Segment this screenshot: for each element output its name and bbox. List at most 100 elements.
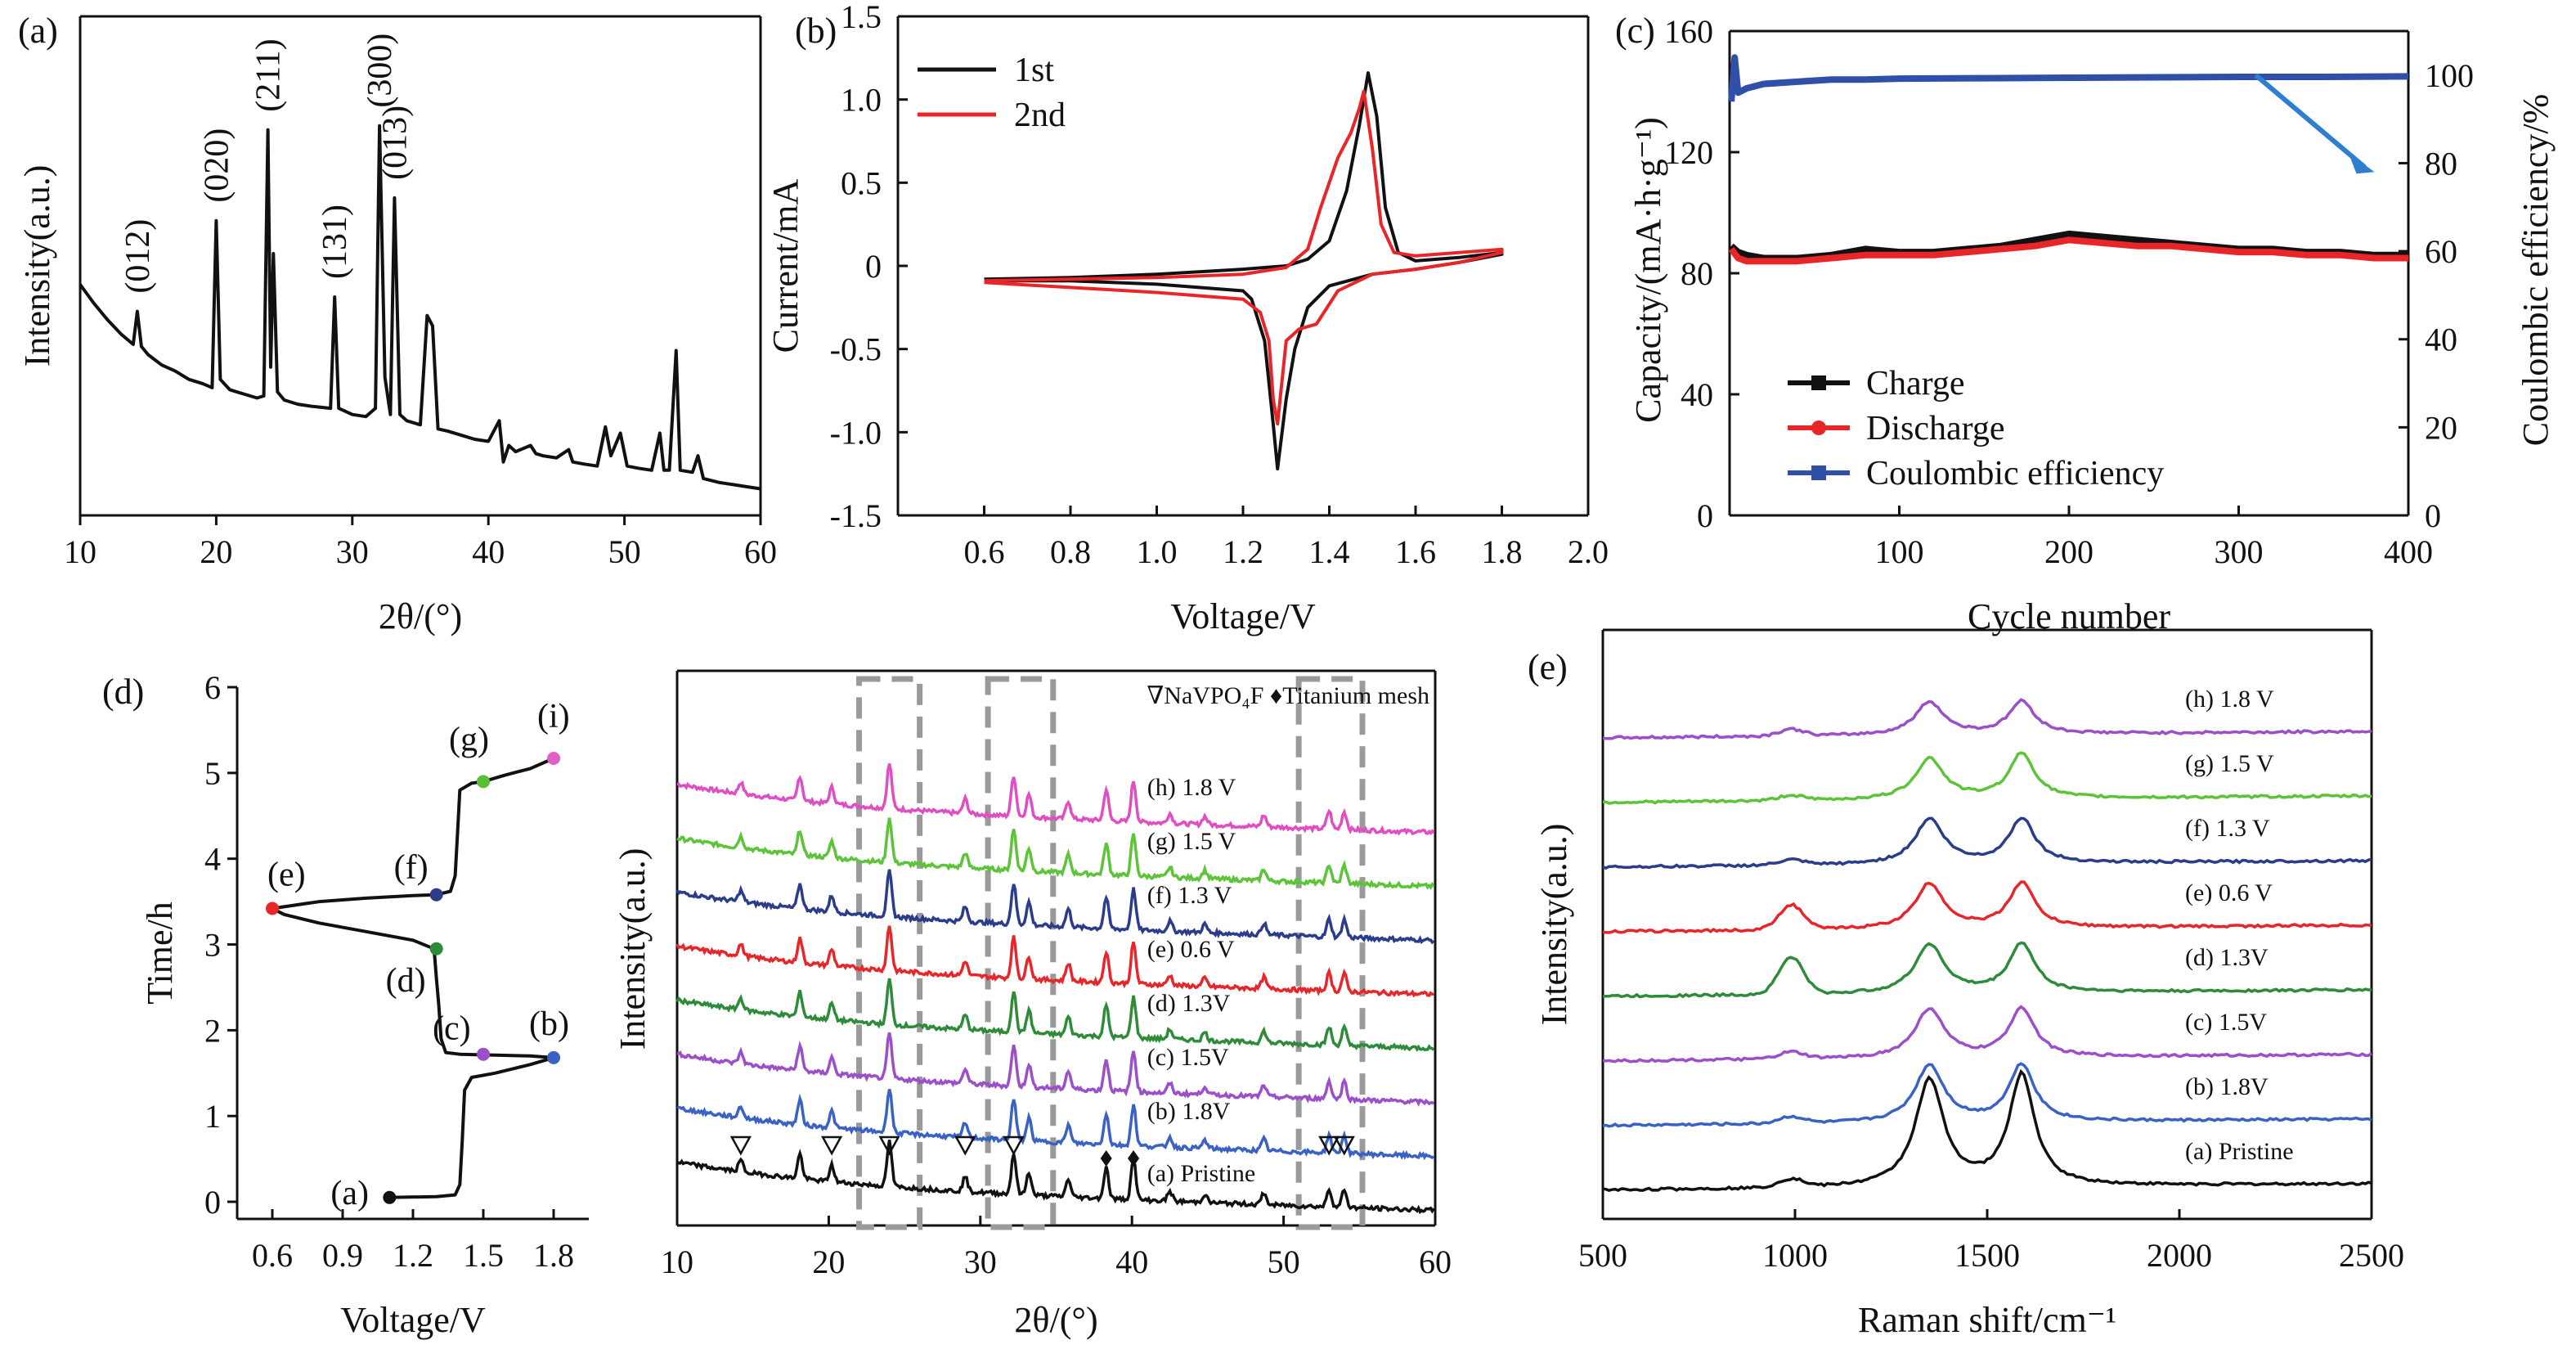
panel-d-point [477, 1047, 490, 1061]
panel-d-xlabel: Voltage/V [340, 1300, 486, 1340]
panel-d2-series-label: (g) 1.5 V [1147, 828, 1236, 855]
panel-e-series-label: (b) 1.8V [2185, 1073, 2269, 1100]
panel-c-right-ytick-label: 100 [2425, 57, 2474, 94]
panel-d2-series [676, 817, 1435, 890]
panel-d2-xtick-label: 20 [812, 1243, 845, 1280]
panel-d-ytick-label: 3 [204, 927, 221, 964]
panel-c-arrow [2254, 73, 2367, 169]
panel-e-series [1602, 698, 2372, 740]
panel-c-ylabel: Capacity/(mA·h·g⁻¹) [1628, 117, 1668, 423]
panel-d-point-label: (f) [394, 849, 429, 887]
panel-e-series [1603, 880, 2372, 934]
panel-c-arrow-head [2348, 152, 2375, 174]
panel-d-xtick-label: 0.9 [322, 1237, 363, 1274]
panel-c-xtick-label: 300 [2215, 533, 2264, 570]
panel-a-peak-label: (013) [376, 106, 414, 180]
panel-b-xtick-label: 1.2 [1223, 533, 1263, 570]
panel-b-ylabel: Current/mA [765, 178, 806, 353]
panel-d-point [477, 775, 490, 789]
panel-a-xtick-label: 50 [608, 533, 641, 570]
panel-d-label: (d) [102, 672, 144, 712]
panel-d2-highlight-box [855, 676, 923, 1230]
panel-e-series [1602, 816, 2372, 870]
panel-d2-series-label: (a) Pristine [1147, 1160, 1255, 1187]
panel-c-right-ytick-label: 0 [2425, 497, 2441, 534]
panel-d2-diamond-marker [1100, 1150, 1112, 1167]
panel-d2-xtick-label: 60 [1419, 1243, 1452, 1280]
panel-c-ytick-label: 40 [1681, 376, 1713, 413]
panel-d2-ylabel: Intensity(a.u.) [613, 848, 653, 1050]
panel-b-ytick-label: 0.5 [841, 164, 882, 201]
panel-a: 10 20 30 40 50 60 (a) 2θ/(°) Intensity(a.u.) (012… [17, 11, 777, 636]
panel-d2-series [675, 978, 1435, 1052]
panel-b-ytick-label: 0 [865, 248, 882, 285]
panel-e-series [1602, 1005, 2372, 1063]
panel-c-label: (c) [1615, 11, 1655, 51]
panel-d-point [547, 1050, 560, 1064]
panel-d2-highlight-box [985, 676, 1057, 1230]
panel-a-xlabel: 2θ/(°) [379, 596, 462, 636]
panel-a-ylabel: Intensity(a.u.) [17, 165, 57, 367]
panel-c-legend-label: Charge [1866, 365, 1965, 402]
panel-b-ytick-label: -1.0 [830, 414, 882, 451]
panel-d-point-label: (b) [529, 1005, 569, 1043]
panel-d2-series [677, 763, 1435, 836]
panel-e-series [1602, 941, 2372, 999]
panel-c-right-ytick-label: 80 [2425, 145, 2457, 182]
panel-a-xtick-label: 30 [336, 533, 369, 570]
panel-d-point-label: (g) [449, 721, 489, 758]
panel-d2-triangle-marker [1333, 1135, 1355, 1156]
panel-d-ytick-label: 6 [204, 669, 221, 706]
panel-d-ylabel: Time/h [140, 902, 180, 1005]
panel-b: 0.6 0.8 1.0 1.2 1.4 1.6 1.8 2.0 -1.5 -1.0 -0.5 0 0.5… [765, 0, 1609, 636]
panel-e-xtick-label: 500 [1578, 1237, 1627, 1274]
panel-c-legend-label: Coulombic efficiency [1866, 455, 2164, 492]
panel-d-point-label: (d) [386, 962, 426, 1000]
panel-d2-xtick-label: 40 [1115, 1243, 1148, 1280]
panel-d2-diamond-marker [1128, 1150, 1140, 1167]
panel-c-series-2 [1728, 236, 2408, 265]
panel-c-legend-marker [1811, 420, 1826, 435]
panel-c-xtick-label: 200 [2044, 533, 2094, 570]
panel-c-series-3 [1728, 54, 2409, 102]
panel-d2-series-label: (e) 0.6 V [1147, 936, 1235, 963]
panel-e-series-label: (g) 1.5 V [2185, 750, 2274, 777]
panel-d2-xtick-label: 50 [1268, 1243, 1300, 1280]
panel-c-xtick-label: 100 [1875, 533, 1924, 570]
panel-d-point [429, 942, 443, 956]
panel-e-xtick-label: 2000 [2147, 1237, 2212, 1274]
panel-d2: 10 20 30 40 50 60 2θ/(°) Intensity(a.u.) (h) 1.8… [613, 669, 1452, 1340]
panel-b-legend-label: 1st [1014, 52, 1054, 89]
panel-d-point-label: (a) [330, 1175, 369, 1212]
panel-d2-series [675, 1140, 1435, 1215]
panel-e-series-label: (a) Pristine [2185, 1138, 2293, 1165]
panel-d2-series-label: (f) 1.3 V [1147, 882, 1232, 909]
panel-d-point [266, 902, 279, 915]
panel-c-ytick-label: 80 [1681, 255, 1713, 292]
panel-a-xtick-label: 20 [200, 533, 232, 570]
panel-c-right-ytick-label: 40 [2425, 322, 2457, 358]
panel-d2-xlabel: 2θ/(°) [1014, 1300, 1097, 1340]
panel-d2-series [675, 925, 1434, 998]
panel-e-series-label: (c) 1.5V [2185, 1009, 2267, 1036]
panel-b-ytick-label: -1.5 [830, 497, 882, 534]
panel-c: 100 200 300 40004080120160020406080100(c)Cy… [1615, 11, 2556, 636]
panel-d-xtick-label: 1.5 [463, 1237, 504, 1274]
panel-b-xtick-label: 1.4 [1309, 533, 1350, 570]
panel-b-series-2 [984, 89, 1504, 426]
panel-b-xtick-label: 1.8 [1482, 533, 1523, 570]
panel-b-xtick-label: 0.6 [964, 533, 1005, 570]
panel-c-ytick-label: 160 [1664, 13, 1713, 50]
panel-d2-series-label: (b) 1.8V [1147, 1098, 1231, 1125]
panel-b-xtick-label: 2.0 [1568, 533, 1609, 570]
panel-d2-triangle-marker [729, 1135, 752, 1156]
panel-d2-legend: ∇NaVPO₄F ♦Titanium mesh [1147, 682, 1429, 709]
panel-c-right-ytick-label: 60 [2425, 233, 2457, 270]
panel-b-ytick-label: 1.0 [841, 82, 882, 119]
panel-c-right-ytick-label: 20 [2425, 409, 2457, 446]
panel-e-series [1603, 751, 2372, 805]
panel-d-ytick-label: 2 [204, 1012, 221, 1049]
panel-d2-highlight-box [1295, 676, 1366, 1230]
panel-d-point [383, 1190, 397, 1204]
